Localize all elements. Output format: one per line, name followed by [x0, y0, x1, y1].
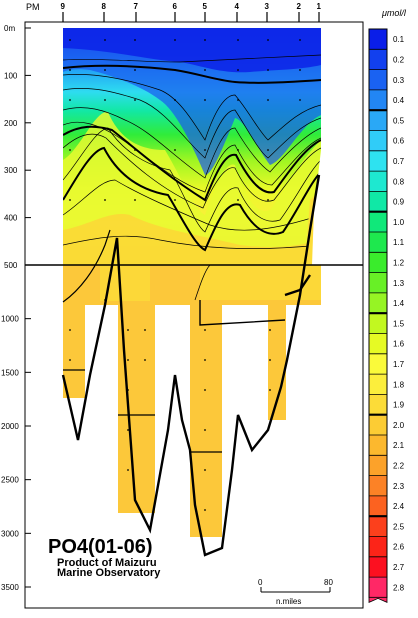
colorbar-swatch [369, 171, 387, 192]
colorbar-swatch [369, 232, 387, 253]
colorbar-label: 1.7 [393, 360, 405, 369]
colorbar-swatch [369, 455, 387, 476]
station-label: 1 [317, 2, 322, 11]
upper-section [63, 28, 321, 265]
colorbar-swatch [369, 516, 387, 537]
depth-label: 1500 [1, 368, 19, 377]
station-axis-label: PM [26, 2, 40, 12]
colorbar-label: 2.4 [393, 502, 405, 511]
colorbar-swatch [369, 292, 387, 314]
colorbar-swatch [369, 89, 387, 111]
colorbar-label: 2.8 [393, 583, 405, 592]
colorbar-swatch [369, 333, 387, 354]
colorbar-label: 1.1 [393, 238, 405, 247]
colorbar-swatch [369, 353, 387, 375]
colorbar-label: 1.2 [393, 258, 405, 267]
colorbar-swatch [369, 69, 387, 90]
seafloor-line [61, 174, 321, 557]
colorbar-swatch [369, 394, 387, 415]
station-axis: 9 8 7 6 5 4 3 2 1 [61, 2, 322, 22]
depth-axis: 0m 100 200 300 400 500 1000 1500 2000 2500 3000 350… [1, 24, 31, 592]
colorbar-swatch [369, 110, 387, 131]
depth-label: 3000 [1, 529, 19, 538]
scale-bar: 0 80 n.miles [258, 578, 333, 606]
colorbar-label: 1.8 [393, 380, 405, 389]
colorbar-label: 0.5 [393, 116, 405, 125]
scale-bar-end: 80 [324, 578, 333, 587]
depth-label: 200 [4, 119, 18, 128]
colorbar-label: 2.0 [393, 421, 405, 430]
colorbar-label: 1.3 [393, 279, 405, 288]
colorbar-label: 2.1 [393, 441, 405, 450]
colorbar-swatch [369, 374, 387, 395]
colorbar-label: 0.3 [393, 76, 405, 85]
colorbar-swatch [369, 577, 387, 598]
colorbar-label: 0.8 [393, 177, 405, 186]
subtitle-line-2: Marine Observatory [57, 567, 161, 579]
colorbar-swatch [369, 130, 387, 151]
colorbar-label: 1.5 [393, 319, 405, 328]
colorbar: 0.1 0.2 0.3 0.4 0.5 0.6 0.7 0.8 0.9 1.0 1.1 1.2 1.3 1… [368, 28, 405, 604]
colorbar-label: 2.3 [393, 482, 405, 491]
scale-bar-start: 0 [258, 578, 263, 587]
colorbar-label: 0.7 [393, 157, 405, 166]
station-label: 4 [235, 2, 240, 11]
depth-label: 500 [4, 261, 18, 270]
colorbar-swatch [369, 29, 387, 50]
scale-bar-unit: n.miles [276, 597, 301, 606]
depth-label: 3500 [1, 583, 19, 592]
station-label: 6 [173, 2, 178, 11]
colorbar-label: 1.4 [393, 299, 405, 308]
colorbar-label: 2.6 [393, 543, 405, 552]
colorbar-swatch [369, 313, 387, 334]
colorbar-label: 0.2 [393, 55, 405, 64]
subtitle-line-1: Product of Maizuru [57, 557, 157, 569]
colorbar-swatch [369, 252, 387, 273]
colorbar-label: 0.6 [393, 137, 405, 146]
station-label: 5 [203, 2, 208, 11]
depth-label: 2000 [1, 422, 19, 431]
colorbar-swatch [369, 495, 387, 517]
depth-label: 0m [4, 24, 15, 33]
colorbar-label: 2.5 [393, 522, 405, 531]
colorbar-swatch [369, 49, 387, 70]
chart-title: PO4(01-06) [48, 536, 153, 558]
colorbar-unit: μmol/l [381, 8, 407, 18]
colorbar-swatch [369, 211, 387, 232]
colorbar-swatch [369, 556, 387, 578]
colorbar-label: 0.9 [393, 198, 405, 207]
colorbar-label: 1.0 [393, 218, 405, 227]
colorbar-swatch [369, 150, 387, 172]
depth-label: 300 [4, 166, 18, 175]
depth-label: 2500 [1, 476, 19, 485]
colorbar-swatch [369, 536, 387, 557]
colorbar-swatch [369, 435, 387, 456]
colorbar-label: 1.6 [393, 340, 405, 349]
colorbar-swatch [369, 414, 387, 435]
station-label: 7 [134, 2, 139, 11]
depth-label: 1000 [1, 315, 19, 324]
colorbar-label: 2.7 [393, 563, 405, 572]
colorbar-swatch [369, 475, 387, 496]
colorbar-label: 0.1 [393, 35, 405, 44]
colorbar-label: 1.9 [393, 401, 405, 410]
station-label: 2 [297, 2, 302, 11]
station-label: 8 [102, 2, 107, 11]
colorbar-label: 0.4 [393, 96, 405, 105]
station-label: 3 [265, 2, 270, 11]
depth-label: 100 [4, 71, 18, 80]
colorbar-swatch [369, 272, 387, 293]
station-label: 9 [61, 2, 66, 11]
depth-label: 400 [4, 214, 18, 223]
colorbar-label: 2.2 [393, 461, 405, 470]
colorbar-swatch [369, 191, 387, 212]
